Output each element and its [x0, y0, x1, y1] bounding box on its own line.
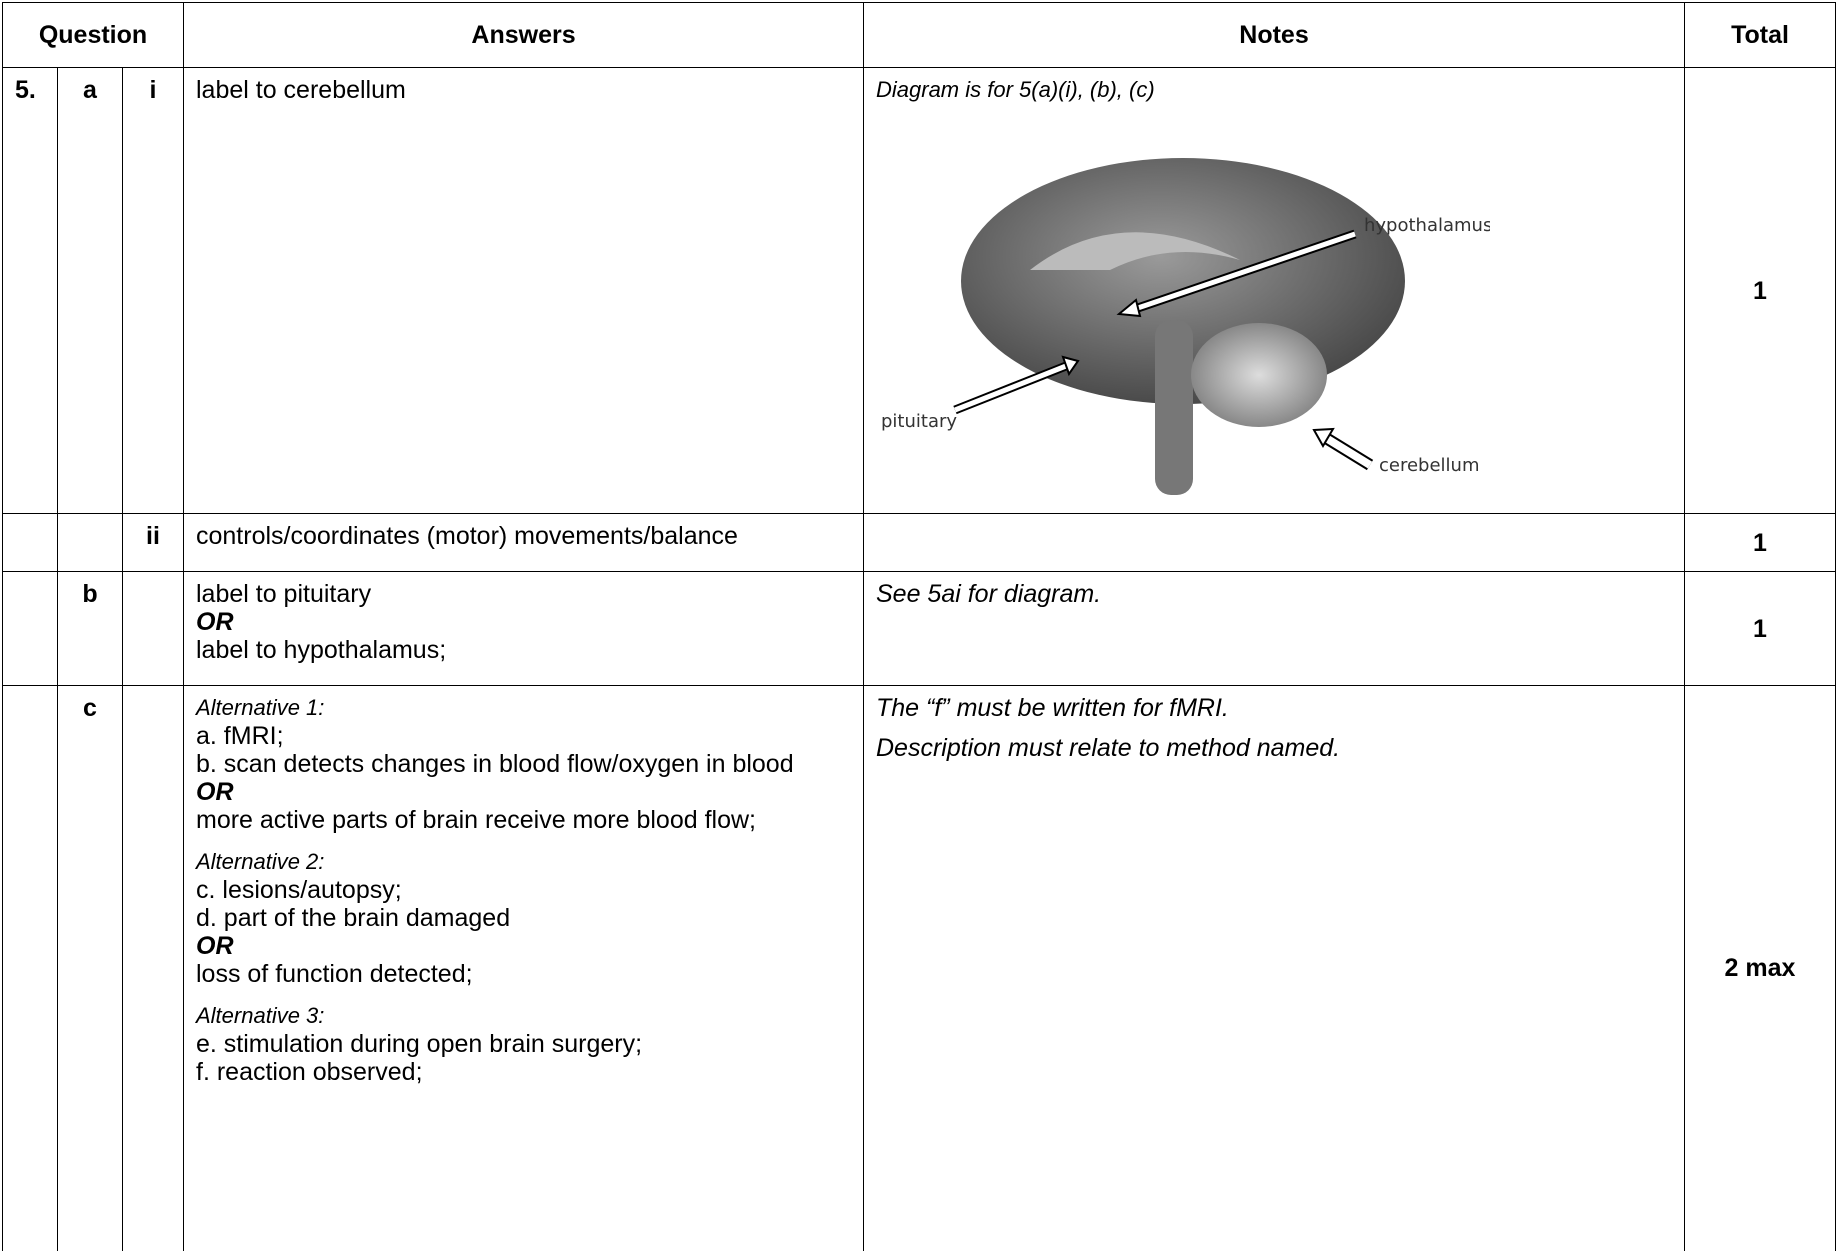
- alternative-heading: Alternative 2:: [196, 849, 325, 874]
- answer-line: a. fMRI;: [196, 722, 284, 750]
- notes: See 5ai for diagram.: [863, 571, 1685, 686]
- total: 1: [1684, 67, 1836, 514]
- arrows: [953, 229, 1374, 471]
- header-notes: Notes: [863, 2, 1685, 68]
- header-total: Total: [1684, 2, 1836, 68]
- answer-line: c. lesions/autopsy;: [196, 876, 402, 904]
- answer: label to cerebellum: [183, 67, 864, 514]
- answer-line: loss of function detected;: [196, 960, 473, 988]
- empty-cell: [2, 685, 58, 1251]
- label-cerebellum: cerebellum: [1379, 455, 1480, 476]
- notes: The “f” must be written for fMRI. Descri…: [863, 685, 1685, 1251]
- total: 1: [1684, 513, 1836, 572]
- alternative-heading: Alternative 3:: [196, 1003, 325, 1028]
- answer-line: label to hypothalamus;: [196, 636, 447, 664]
- answer-or: OR: [196, 608, 234, 636]
- total: 2 max: [1684, 685, 1836, 1251]
- note-line: Diagram is for 5(a)(i), (b), (c): [876, 77, 1155, 102]
- answer-line: e. stimulation during open brain surgery…: [196, 1030, 643, 1058]
- note-line: The “f” must be written for fMRI.: [876, 694, 1229, 722]
- answer-or: OR: [196, 778, 234, 806]
- answer: label to pituitary OR label to hypothala…: [183, 571, 864, 686]
- brain-diagram: hypothalamus pituitary cerebellum: [881, 158, 1490, 495]
- answer-line: label to cerebellum: [196, 76, 406, 104]
- answer-line: label to pituitary: [196, 580, 372, 608]
- note-line: Description must relate to method named.: [876, 734, 1341, 762]
- corpus-callosum: [1030, 232, 1240, 270]
- answer-or: OR: [196, 932, 234, 960]
- question-part: c: [57, 685, 123, 1251]
- answer-line: controls/coordinates (motor) movements/b…: [196, 522, 738, 550]
- question-part: a: [57, 67, 123, 514]
- header-answers: Answers: [183, 2, 864, 68]
- question-sub: i: [122, 67, 184, 514]
- alternative-heading: Alternative 1:: [196, 695, 325, 720]
- answer: Alternative 1: a. fMRI; b. scan detects …: [183, 685, 864, 1251]
- question-number: 5.: [2, 67, 58, 514]
- empty-cell: [2, 513, 58, 572]
- label-hypothalamus: hypothalamus: [1364, 215, 1490, 236]
- empty-cell: [122, 685, 184, 1251]
- empty-cell: [863, 513, 1685, 572]
- answer: controls/coordinates (motor) movements/b…: [183, 513, 864, 572]
- answer-line: d. part of the brain damaged: [196, 904, 511, 932]
- empty-cell: [57, 513, 123, 572]
- answer-line: f. reaction observed;: [196, 1058, 423, 1086]
- brainstem: [1155, 320, 1193, 495]
- answer-line: more active parts of brain receive more …: [196, 806, 756, 834]
- answer-line: b. scan detects changes in blood flow/ox…: [196, 750, 794, 778]
- question-sub: ii: [122, 513, 184, 572]
- header-question: Question: [2, 2, 184, 68]
- cerebellum-shape: [1191, 323, 1327, 427]
- total: 1: [1684, 571, 1836, 686]
- empty-cell: [2, 571, 58, 686]
- empty-cell: [122, 571, 184, 686]
- question-part: b: [57, 571, 123, 686]
- label-pituitary: pituitary: [881, 411, 957, 432]
- note-line: See 5ai for diagram.: [876, 580, 1102, 608]
